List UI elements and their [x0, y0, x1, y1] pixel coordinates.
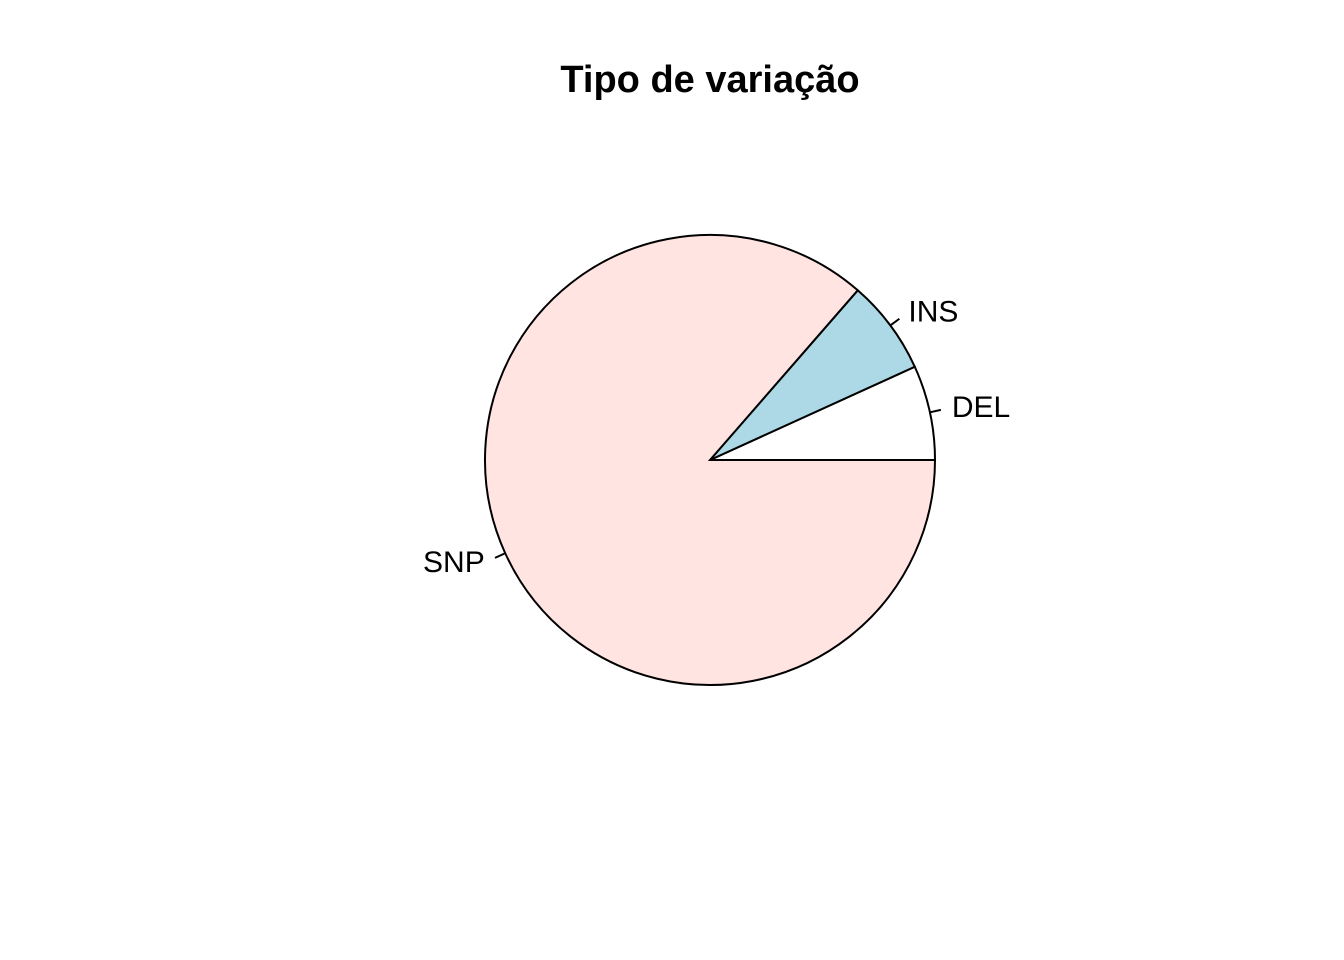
pie-slices — [484, 234, 937, 686]
pie-slice-snp — [484, 234, 937, 686]
pie-label-del: DEL — [952, 391, 1010, 424]
pie-labels: DEL INS SNP — [423, 296, 1010, 580]
pie-tick-snp — [494, 552, 506, 559]
chart-title: Tipo de variação — [560, 59, 859, 101]
pie-label-snp: SNP — [423, 546, 485, 579]
pie-tick-ins — [889, 317, 900, 327]
pie-label-ins: INS — [908, 296, 958, 329]
pie-tick-del — [929, 408, 942, 414]
